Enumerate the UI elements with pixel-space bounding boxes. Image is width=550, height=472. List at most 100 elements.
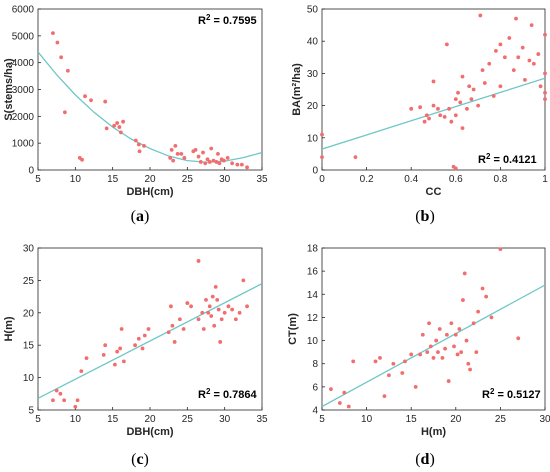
data-point	[230, 307, 235, 312]
data-point	[177, 317, 182, 322]
data-point	[215, 297, 220, 302]
data-point	[103, 343, 108, 348]
y-tick-label: 14	[307, 290, 319, 301]
data-point	[140, 346, 145, 351]
data-point	[538, 84, 543, 89]
data-point	[55, 40, 60, 45]
data-point	[424, 113, 429, 118]
data-point	[179, 152, 184, 156]
data-point	[196, 317, 201, 322]
data-point	[206, 310, 211, 315]
data-point	[209, 146, 214, 151]
data-point	[431, 79, 436, 84]
x-tick-label: 10	[70, 174, 82, 185]
data-point	[453, 113, 458, 118]
data-point	[455, 352, 460, 357]
data-point	[480, 68, 485, 73]
data-point	[476, 309, 480, 314]
data-point	[351, 359, 356, 364]
data-point	[216, 152, 220, 156]
y-tick-label: 30	[307, 69, 319, 80]
data-point	[422, 119, 427, 124]
data-point	[211, 158, 216, 163]
data-point	[428, 344, 433, 349]
y-tick-label: 10	[307, 133, 319, 144]
data-point	[235, 162, 240, 167]
data-point	[239, 162, 244, 167]
y-tick-label: 3000	[12, 85, 35, 96]
data-point	[491, 94, 496, 98]
data-point	[175, 152, 180, 156]
data-point	[217, 161, 222, 166]
data-point	[207, 160, 212, 164]
data-point	[514, 16, 518, 21]
data-point	[233, 317, 238, 322]
data-point	[403, 359, 407, 364]
data-point	[115, 349, 120, 354]
data-point	[531, 61, 536, 66]
data-point	[456, 90, 460, 95]
x-tick-label: 10	[361, 414, 373, 425]
x-tick-label: 0.8	[493, 174, 507, 185]
data-point	[434, 338, 439, 343]
data-point	[170, 323, 175, 328]
panel-a: 5 10 15 20 25 30 35 0 1000 2000 3000 4000 5000 6000 DB…	[3, 5, 268, 199]
x-tick-label: 30	[539, 414, 550, 425]
data-point	[62, 110, 67, 115]
data-point	[166, 330, 171, 335]
data-point	[65, 68, 70, 73]
data-point	[329, 387, 333, 392]
data-point	[104, 126, 109, 131]
data-point	[182, 156, 187, 160]
data-point	[418, 105, 423, 110]
data-point	[353, 155, 358, 160]
data-point	[523, 77, 527, 82]
data-point	[543, 32, 547, 37]
data-point	[142, 143, 146, 148]
data-point	[413, 384, 418, 389]
data-point	[478, 13, 483, 18]
plot-frame-b	[321, 8, 546, 171]
data-point	[62, 398, 67, 403]
data-point	[487, 61, 492, 66]
y-tick-label: 5000	[12, 31, 35, 42]
data-point	[226, 304, 231, 309]
x-tick-label: 0	[319, 174, 325, 185]
x-axis-label: DBH(cm)	[126, 426, 173, 438]
x-tick-label: 25	[182, 414, 194, 425]
y-tick-label: 1000	[12, 139, 35, 150]
data-point	[387, 373, 391, 378]
data-point	[171, 158, 176, 163]
data-point	[146, 327, 151, 331]
data-point	[536, 52, 541, 56]
x-tick-label: 30	[219, 174, 231, 185]
data-point	[209, 314, 214, 318]
data-point	[169, 304, 173, 309]
data-point	[136, 336, 141, 341]
data-point	[133, 138, 138, 143]
y-tick-label: 30	[23, 244, 35, 255]
data-point	[442, 114, 447, 119]
data-point	[466, 361, 471, 366]
data-point	[409, 106, 414, 111]
data-point	[409, 352, 414, 357]
data-point	[73, 404, 78, 409]
data-point	[467, 84, 472, 89]
y-tick-label: 40	[307, 37, 319, 48]
data-point	[133, 343, 137, 348]
data-point	[425, 350, 430, 355]
data-point	[480, 286, 485, 291]
data-point	[204, 297, 208, 302]
y-tick-label: 25	[23, 276, 35, 287]
x-axis-label: DBH(cm)	[126, 186, 173, 198]
y-tick-label: 8	[312, 359, 318, 370]
data-point	[337, 401, 342, 405]
caption-b: (b)	[415, 208, 435, 225]
y-tick-label: 0	[28, 166, 34, 177]
data-point	[464, 338, 469, 343]
data-point	[457, 327, 462, 331]
data-point	[469, 97, 474, 102]
data-point	[444, 332, 449, 337]
data-point	[214, 160, 219, 164]
r2-annotation-b: R2 = 0.4121	[478, 152, 537, 166]
